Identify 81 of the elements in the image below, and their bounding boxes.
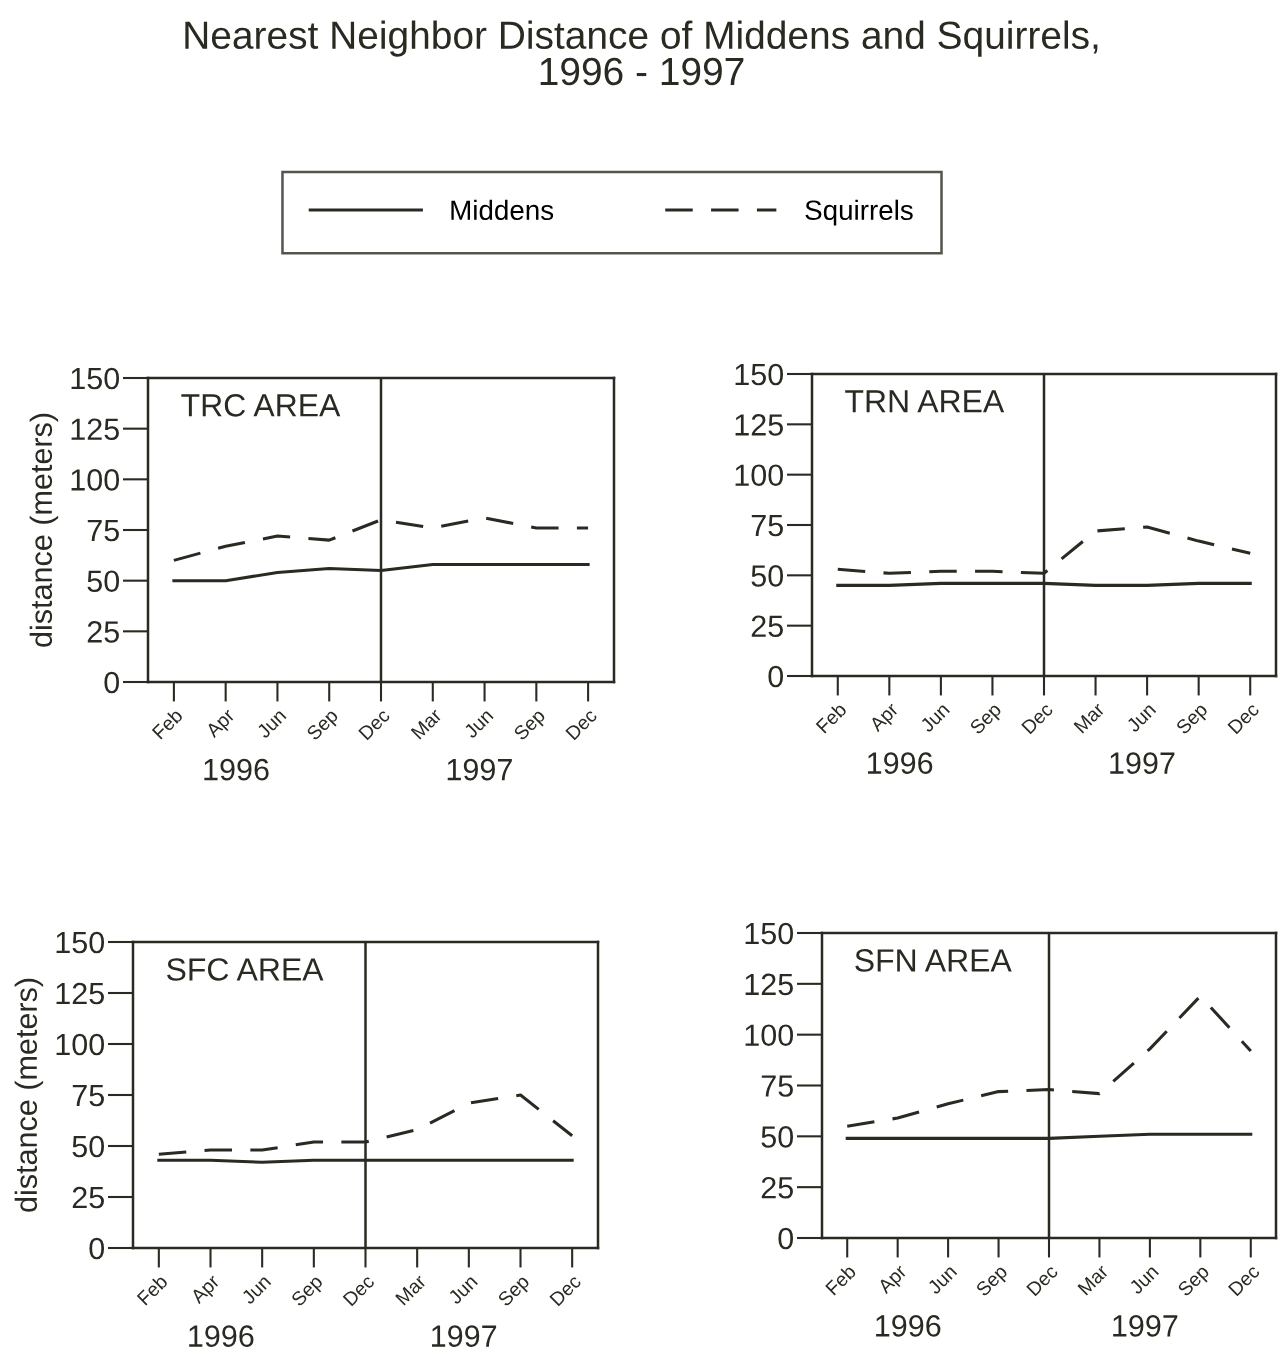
x-tick-label: Apr	[189, 1273, 224, 1308]
x-tick-label: Sep	[512, 707, 549, 744]
x-tick-label: Apr	[868, 701, 902, 736]
x-tick-label: Mar	[1073, 701, 1106, 734]
y-tick-label: 0	[768, 665, 784, 688]
x-tick-label: Jun	[256, 708, 287, 740]
text: 1996	[204, 758, 269, 781]
x-tick-label: Mar	[1077, 1263, 1110, 1296]
x-tick-label: Feb	[815, 701, 848, 734]
y-tick-label: 50	[72, 1135, 105, 1158]
x-tick-label: Jun	[926, 1264, 958, 1296]
y-tick-label: 125	[71, 418, 119, 441]
y-tick-label: 75	[751, 515, 783, 537]
y-tick-label: 150	[71, 367, 120, 390]
x-tick-label: Jun	[1125, 702, 1157, 734]
x-tick-label: Dec	[1026, 1263, 1059, 1297]
x-tick-label: Dec	[565, 707, 598, 741]
y-tick-label: 75	[761, 1075, 793, 1097]
y-tick-label: 150	[745, 922, 794, 945]
text: 1997	[1110, 752, 1175, 774]
y-tick-label: 25	[87, 621, 119, 643]
y-tick-label: 50	[761, 1126, 794, 1148]
y-tick-label: 0	[104, 671, 120, 694]
x-tick-label: Feb	[151, 707, 184, 740]
x-tick-label: Apr	[204, 707, 239, 742]
y-tick-label: 0	[778, 1227, 794, 1250]
x-tick-label: Feb	[824, 1263, 857, 1296]
x-tick-label: Feb	[136, 1273, 169, 1306]
y-tick-label: 50	[87, 570, 120, 593]
y-tick-label: 125	[56, 982, 104, 1005]
x-tick-label: Dec	[1227, 701, 1260, 735]
x-tick-label: Sep	[497, 1273, 533, 1310]
text: 1996	[876, 1315, 941, 1337]
y-tick-label: 100	[71, 469, 120, 491]
x-tick-label: Dec	[358, 707, 391, 741]
x-tick-label: Sep	[290, 1273, 327, 1310]
x-tick-label: Dec	[1021, 701, 1054, 735]
text: 1997	[432, 1325, 497, 1347]
text: 1997	[447, 758, 512, 781]
y-tick-label: 125	[735, 414, 783, 436]
chart-title: Nearest Neighbor Distance of Middens and Squirrels, 1996 - 1997	[185, 20, 1098, 86]
x-tick-label: Jun	[447, 1274, 479, 1306]
y-tick-label: 150	[56, 931, 105, 954]
annotation: TRC AREA	[181, 394, 341, 417]
y-tick-label: 100	[56, 1033, 105, 1056]
x-tick-label: Sep	[968, 701, 1005, 738]
x-tick-label: Mar	[395, 1273, 428, 1306]
text: 1997	[1113, 1315, 1178, 1337]
x-tick-label: Apr	[876, 1263, 911, 1298]
annotation: SFN AREA	[855, 949, 1012, 972]
x-tick-label: Sep	[1176, 1263, 1213, 1300]
x-tick-label: Sep	[1175, 701, 1211, 738]
y-tick-label: 75	[72, 1085, 104, 1107]
y-tick-label: 125	[745, 973, 793, 996]
y-tick-label: 75	[87, 520, 119, 542]
x-tick-label: Dec	[342, 1273, 376, 1307]
x-tick-label: Jun	[1128, 1264, 1160, 1296]
x-tick-label: Sep	[305, 707, 342, 744]
x-tick-label: Dec	[1227, 1263, 1261, 1297]
y-axis-title: distance (meters)	[14, 978, 44, 1212]
y-tick-label: 25	[761, 1176, 793, 1199]
y-tick-label: 100	[745, 1024, 794, 1047]
x-tick-label: Mar	[410, 707, 443, 740]
y-tick-label: 0	[89, 1237, 105, 1260]
annotation: TRN AREA	[845, 390, 1005, 413]
x-tick-label: Jun	[919, 702, 951, 734]
legend-label: Squirrels	[805, 199, 913, 226]
y-axis-title: distance (meters)	[29, 413, 59, 647]
x-tick-label: Jun	[240, 1274, 272, 1306]
y-tick-label: 100	[735, 464, 784, 487]
annotation: SFC AREA	[167, 958, 324, 981]
y-tick-label: 150	[735, 363, 784, 386]
y-tick-label: 50	[751, 565, 784, 587]
y-tick-label: 25	[72, 1186, 104, 1209]
x-tick-label: Jun	[463, 708, 494, 740]
x-tick-label: Dec	[549, 1273, 582, 1307]
text: 1996	[189, 1325, 254, 1347]
legend-label: Middens	[451, 199, 554, 221]
y-tick-label: 25	[751, 615, 783, 638]
x-tick-label: Sep	[975, 1263, 1011, 1300]
text: 1996	[867, 752, 933, 774]
